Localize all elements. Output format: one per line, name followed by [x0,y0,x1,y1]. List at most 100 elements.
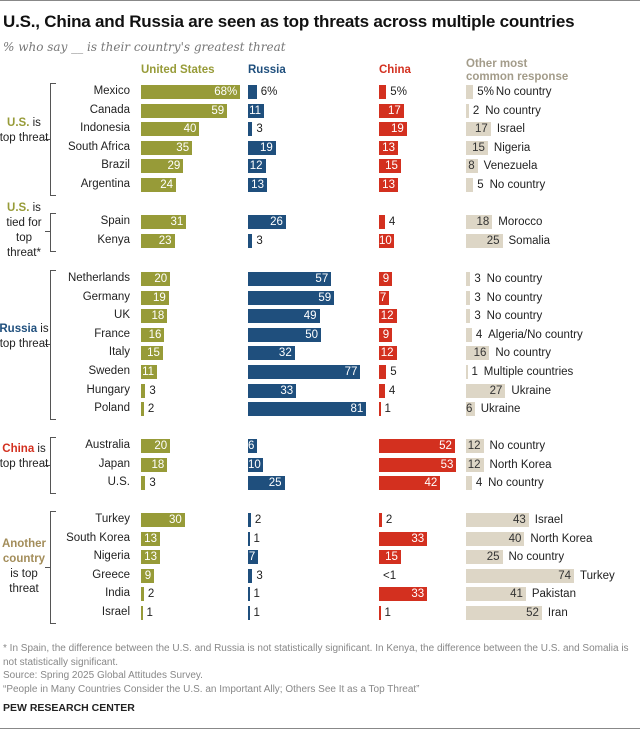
other-response-name: Multiple countries [483,366,574,378]
value-label-us: 15 [147,347,160,360]
bar-us [141,178,177,192]
bar-china [379,531,428,546]
country-label: Israel [101,606,130,618]
value-label-other: 27 [489,384,503,397]
value-label-us: 40 [183,123,197,136]
other-response-name: Somalia [508,234,551,247]
bar-china [379,85,387,99]
bar-russia [248,531,250,546]
bar-us [141,383,146,398]
value-label-china: 5% [390,86,407,98]
value-label-china: 9 [382,273,390,285]
value-label-russia: 19 [259,141,273,154]
bar-other [466,327,472,342]
country-label: South Africa [67,140,130,153]
bar-us [141,103,228,118]
group-label: U.S. is top threat [0,116,50,146]
other-response-name: No country [486,291,543,304]
value-label-other: 5% [477,86,494,98]
value-label-russia: 6 [248,440,255,452]
bar-china [379,272,393,286]
value-label-china: <1 [383,569,397,582]
value-label-russia: 13 [251,179,264,191]
value-label-other: 16 [473,347,487,360]
value-label-russia: 33 [280,384,294,397]
value-label-us: 20 [154,440,168,452]
bar-china [379,140,398,155]
value-label-us: 68% [214,86,238,98]
bar-russia [248,140,276,155]
value-label-us: 18 [151,458,165,471]
other-response-name: Pakistan [531,588,576,601]
bar-russia [248,402,367,417]
other-response-name: Israel [534,514,563,526]
bar-us [141,290,169,305]
bar-other [466,568,575,583]
value-label-other: 6 [466,403,473,416]
country-label: Mexico [93,85,130,97]
value-label-other: 2 [472,104,480,117]
bar-china [379,439,455,453]
bar-russia [248,122,253,137]
bar-other [466,531,525,546]
value-label-china: 12 [380,310,394,323]
value-label-us: 35 [176,141,190,154]
value-label-china: 13 [382,141,395,154]
other-response-name: Nigeria [493,141,531,154]
bar-russia [248,568,253,583]
country-label: Brazil [101,159,130,172]
bar-russia [248,587,250,602]
value-label-other: 1 [471,366,478,378]
other-response-name: No country [488,477,544,490]
value-label-china: 4 [388,384,396,397]
bar-other [466,290,471,305]
other-response-name: No country [486,310,543,323]
bar-china [379,402,381,417]
value-label-other: 15 [472,141,485,154]
country-label: South Korea [66,531,130,544]
group-label: Russia is top threat [0,322,50,352]
group-bracket [50,83,56,196]
bar-other [466,439,484,453]
bar-other [466,346,490,361]
group-label-highlight: U.S. [7,117,30,129]
country-label: Italy [108,346,130,359]
bar-other [466,122,491,137]
bar-russia [248,215,286,229]
bar-russia [248,513,251,527]
value-label-china: 52 [439,440,452,452]
top-rule [0,0,640,1]
value-label-russia: 77 [344,366,358,378]
bar-other [466,178,474,192]
value-label-us: 59 [211,104,225,117]
value-label-other: 74 [558,569,572,582]
value-label-russia: 7 [248,551,256,564]
value-label-us: 30 [169,514,182,526]
value-label-us: 24 [160,179,174,191]
group-bracket [50,213,56,252]
value-label-other: 4 [475,328,483,341]
value-label-other: 3 [474,310,481,323]
country-label: Spain [100,215,130,227]
bar-russia [248,606,250,620]
value-label-china: 4 [388,216,396,228]
other-response-name: No country [489,440,546,452]
other-response-name: Turkey [580,569,615,582]
bar-other [466,550,503,565]
bar-other [466,85,474,99]
other-response-name: No country [508,551,565,564]
value-label-china: 12 [380,347,394,360]
bar-russia [248,159,266,174]
bar-other [466,140,488,155]
other-response-name: No country [486,273,543,285]
bar-china [379,383,385,398]
bar-russia [248,178,267,192]
bar-us [141,606,143,620]
bar-russia [248,327,321,342]
value-label-russia: 49 [303,310,317,323]
column-header-us: United States [141,64,215,76]
bar-russia [248,290,335,305]
bar-us [141,233,175,248]
other-response-name: No country [485,104,541,117]
